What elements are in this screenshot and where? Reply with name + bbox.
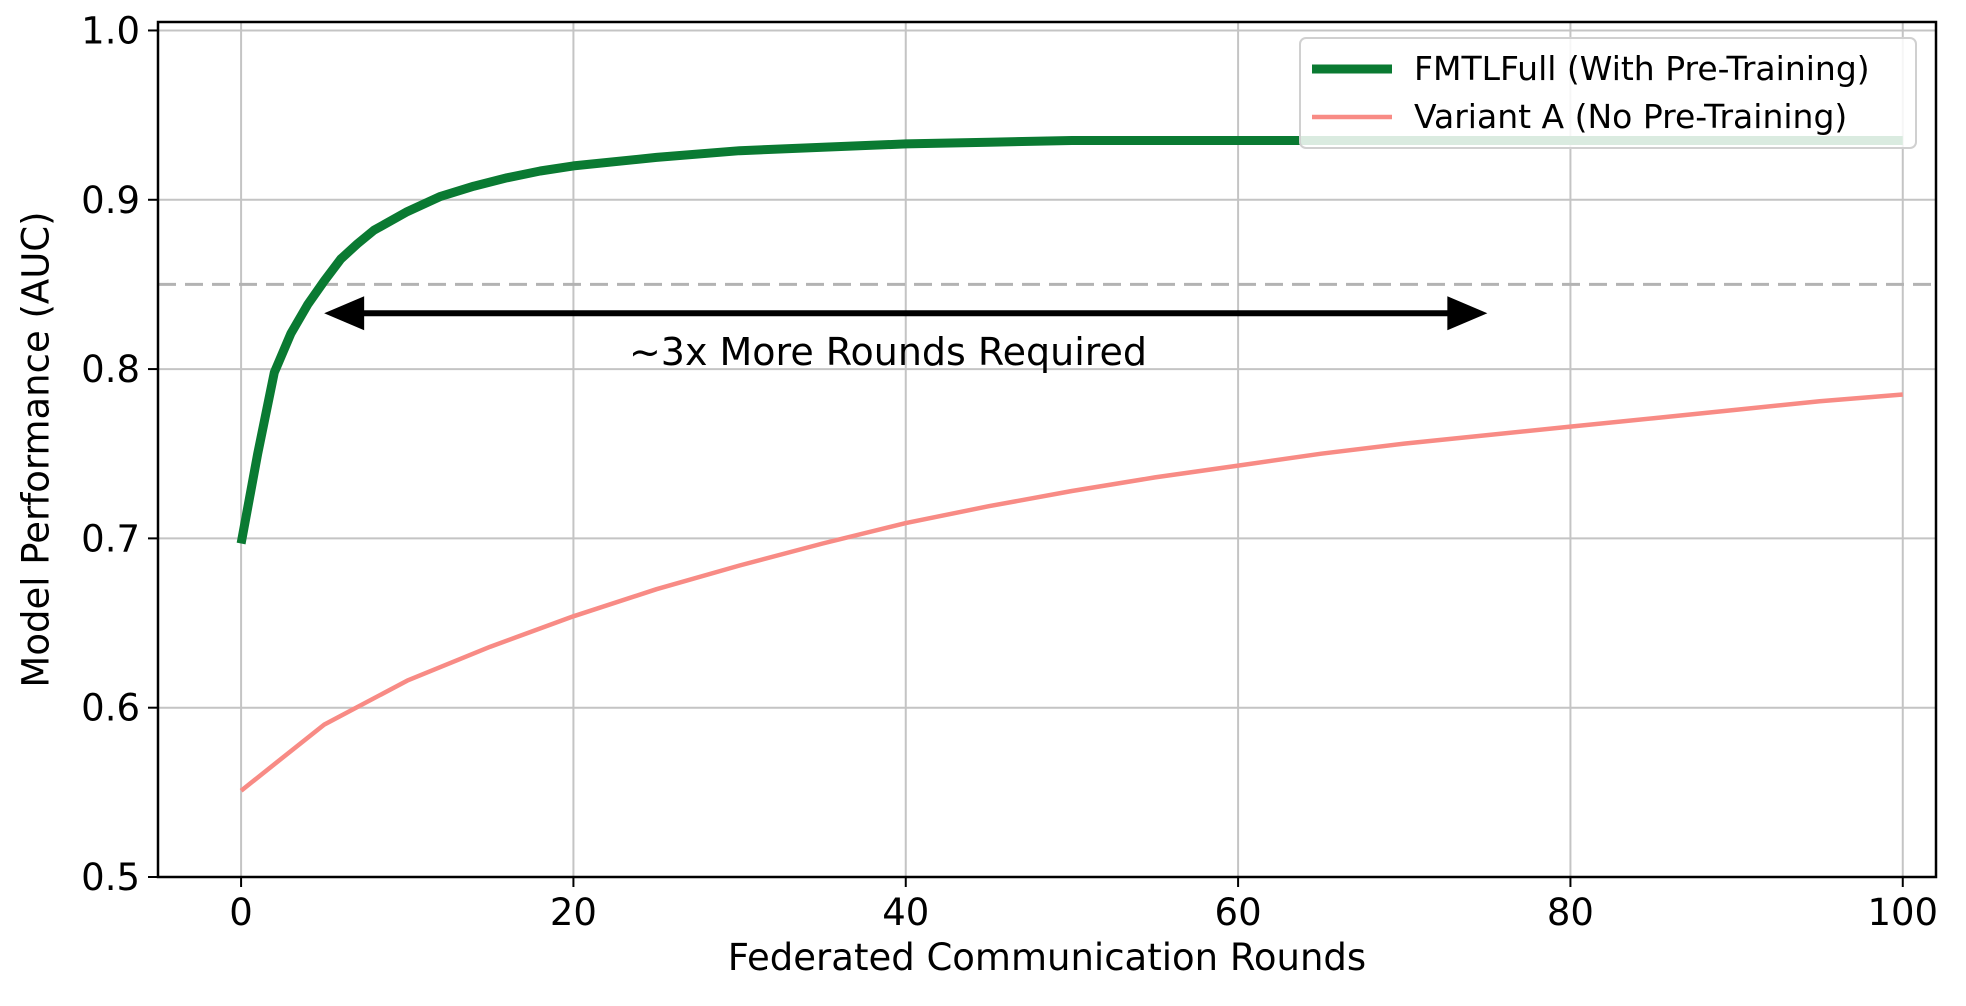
y-tick-label: 1.0 [81, 9, 140, 52]
legend-label: FMTLFull (With Pre-Training) [1414, 49, 1870, 88]
x-axis: 0 20 40 60 80 100 [229, 877, 1938, 934]
series-line-1 [236, 136, 1903, 545]
series-line-2 [239, 392, 1903, 793]
y-tick-label: 0.6 [81, 687, 140, 730]
x-tick-label: 60 [1215, 891, 1262, 934]
annotation-arrowhead-right [1447, 296, 1488, 331]
legend-box [1299, 37, 1917, 149]
legend: FMTLFull (With Pre-Training) Variant A (N… [1299, 37, 1917, 149]
annotation: ~3x More Rounds Required [324, 296, 1488, 374]
y-tick-label: 0.8 [81, 348, 140, 391]
x-axis-title: Federated Communication Rounds [728, 936, 1366, 979]
y-axis: 0.5 0.6 0.7 0.8 0.9 1.0 [81, 9, 158, 899]
y-tick-label: 0.9 [81, 179, 140, 222]
y-tick-label: 0.7 [81, 517, 140, 560]
annotation-text: ~3x More Rounds Required [629, 330, 1147, 374]
plot-frame [156, 20, 1938, 879]
x-tick-label: 0 [229, 891, 253, 934]
x-tick-label: 20 [550, 891, 597, 934]
grid-lines [158, 22, 1936, 878]
y-axis-title: Model Performance (AUC) [15, 211, 58, 687]
series-lines [236, 136, 1903, 793]
x-tick-label: 80 [1547, 891, 1594, 934]
x-tick-label: 100 [1867, 891, 1938, 934]
annotation-arrowhead-left [324, 296, 365, 331]
x-tick-label: 40 [882, 891, 929, 934]
y-tick-label: 0.5 [81, 856, 140, 899]
legend-label: Variant A (No Pre-Training) [1414, 97, 1847, 136]
